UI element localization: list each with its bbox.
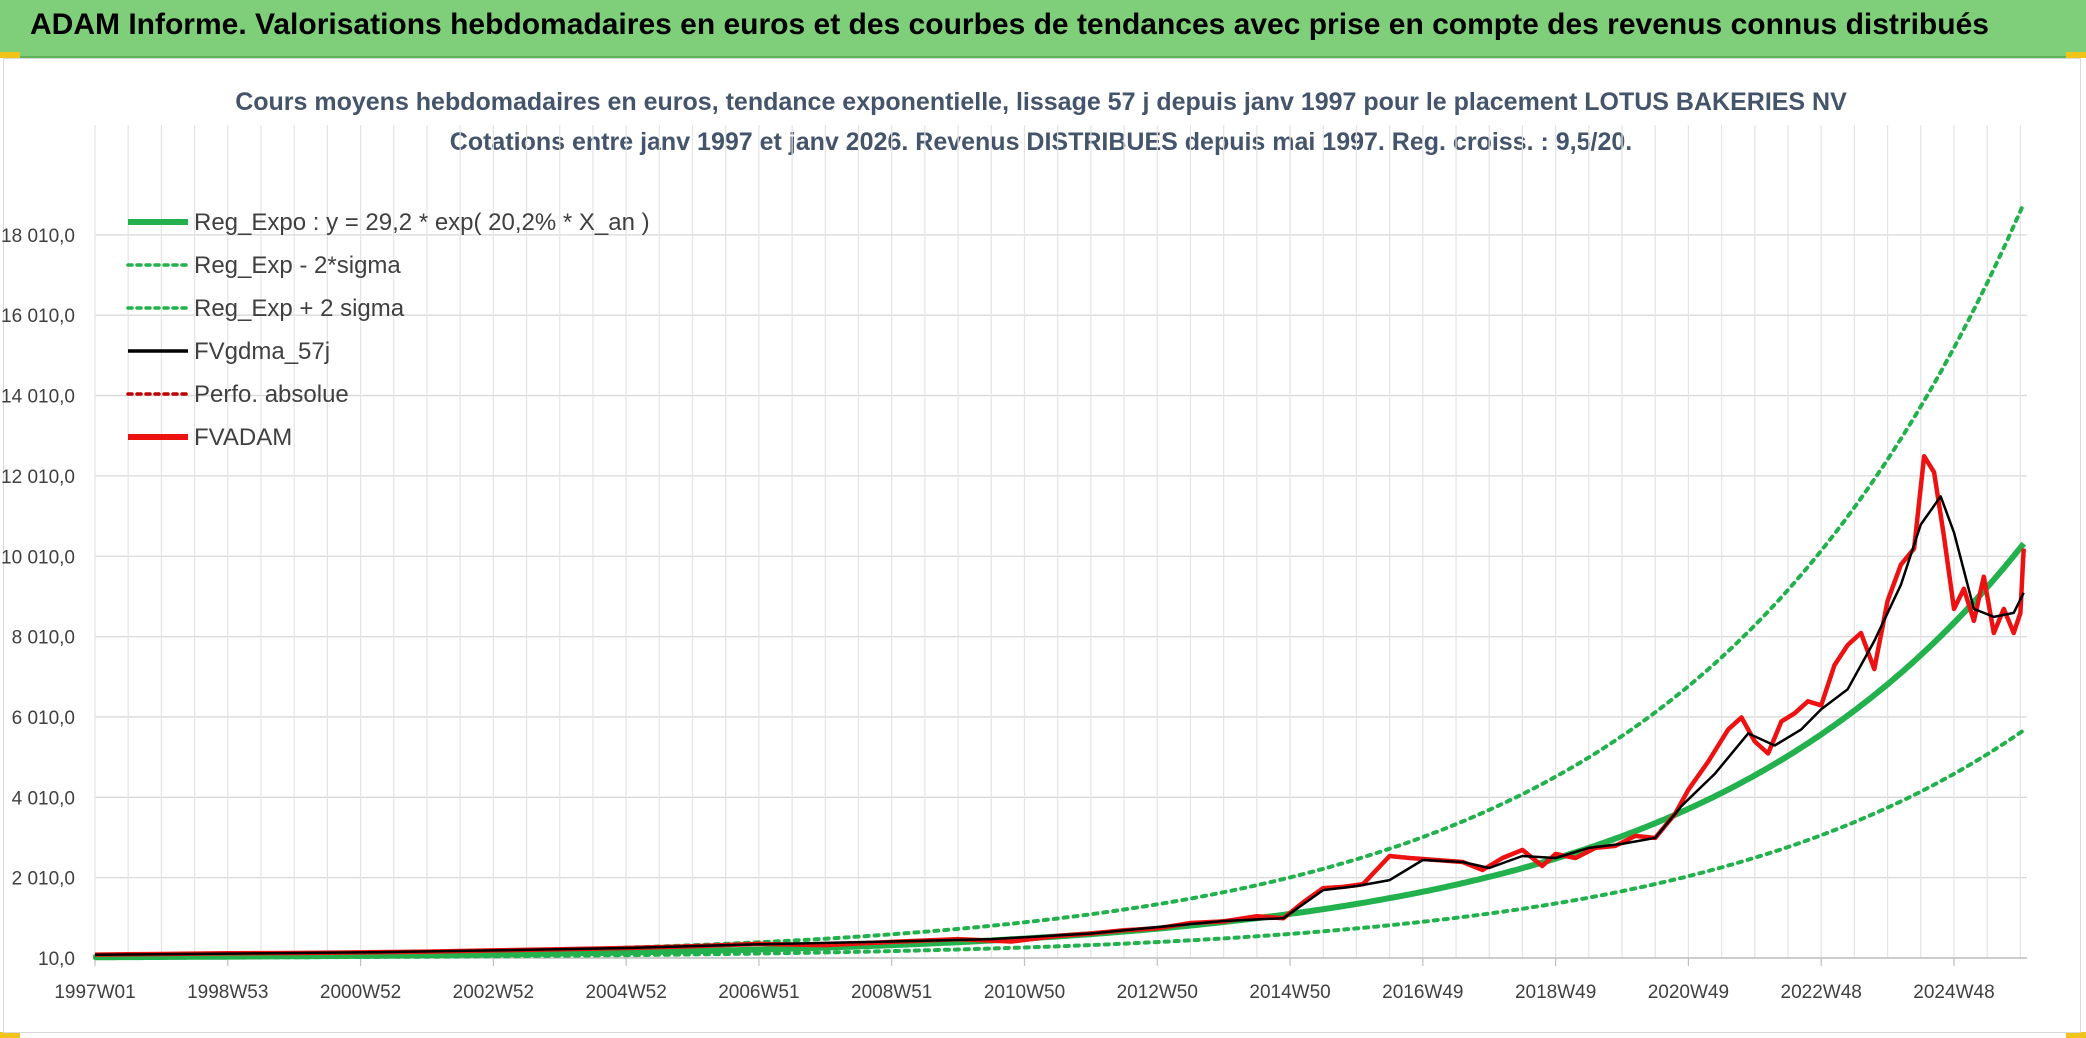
y-tick-label: 2 010,0 xyxy=(12,869,75,890)
y-tick-label: 8 010,0 xyxy=(12,628,75,649)
x-tick-label: 2010W50 xyxy=(984,982,1065,1003)
y-tick-label: 12 010,0 xyxy=(1,467,75,488)
series-group xyxy=(93,201,2027,961)
series-reg-exp-minus-2sigma xyxy=(93,728,2026,960)
x-tick-label: 2008W51 xyxy=(851,982,932,1003)
report-title: ADAM Informe. Valorisations hebdomadaire… xyxy=(30,8,1989,41)
legend-label: Reg_Expo : y = 29,2 * exp( 20,2% * X_an … xyxy=(194,209,650,236)
chart-title-line-1: Cours moyens hebdomadaires en euros, ten… xyxy=(235,88,1847,116)
series-fvadam xyxy=(94,453,2026,957)
chart-title-line-2: Cotations entre janv 1997 et janv 2026. … xyxy=(450,128,1632,156)
corner-marker xyxy=(0,52,20,58)
x-tick-label: 2006W51 xyxy=(718,982,799,1003)
x-tick-label: 2020W49 xyxy=(1648,982,1729,1003)
legend: Reg_Expo : y = 29,2 * exp( 20,2% * X_an … xyxy=(126,209,650,451)
y-tick-label: 14 010,0 xyxy=(1,387,75,408)
corner-marker xyxy=(2066,52,2086,58)
legend-label: FVADAM xyxy=(194,424,292,451)
x-tick-label: 2012W50 xyxy=(1117,982,1198,1003)
corner-marker xyxy=(2066,1032,2086,1038)
y-tick-label: 4 010,0 xyxy=(12,788,75,809)
x-tick-label: 2000W52 xyxy=(320,982,401,1003)
y-tick-label: 10,0 xyxy=(38,949,75,970)
chart-area-border xyxy=(3,58,2081,1033)
corner-marker xyxy=(0,1032,20,1038)
x-tick-label: 2014W50 xyxy=(1249,982,1330,1003)
y-axis-ticks: 10,0 2 010,0 4 010,0 6 010,0 8 010,0 10 010,0… xyxy=(1,226,75,970)
x-tick-label: 1998W53 xyxy=(187,982,268,1003)
report-banner: ADAM Informe. Valorisations hebdomadaire… xyxy=(0,0,2086,58)
y-tick-label: 10 010,0 xyxy=(1,547,75,568)
gridlines xyxy=(94,125,2027,959)
series-fvgdma-57j xyxy=(94,495,2025,957)
y-tick-label: 6 010,0 xyxy=(12,708,75,729)
legend-label: Reg_Exp - 2*sigma xyxy=(194,252,401,279)
x-tick-label: 2018W49 xyxy=(1515,982,1596,1003)
x-tick-label: 2024W48 xyxy=(1913,982,1994,1003)
legend-label: FVgdma_57j xyxy=(194,338,330,365)
x-tick-label: 1997W01 xyxy=(54,982,135,1003)
x-tick-label: 2022W48 xyxy=(1781,982,1862,1003)
x-tick-label: 2004W52 xyxy=(585,982,666,1003)
x-axis-ticks: 1997W01 1998W53 2000W52 2002W52 2004W52 2006W… xyxy=(54,958,1995,1003)
legend-label: Reg_Exp + 2 sigma xyxy=(194,295,405,322)
y-tick-label: 16 010,0 xyxy=(1,306,75,327)
x-tick-label: 2002W52 xyxy=(453,982,534,1003)
legend-label: Perfo. absolue xyxy=(194,381,349,408)
x-tick-label: 2016W49 xyxy=(1382,982,1463,1003)
y-tick-label: 18 010,0 xyxy=(1,226,75,247)
